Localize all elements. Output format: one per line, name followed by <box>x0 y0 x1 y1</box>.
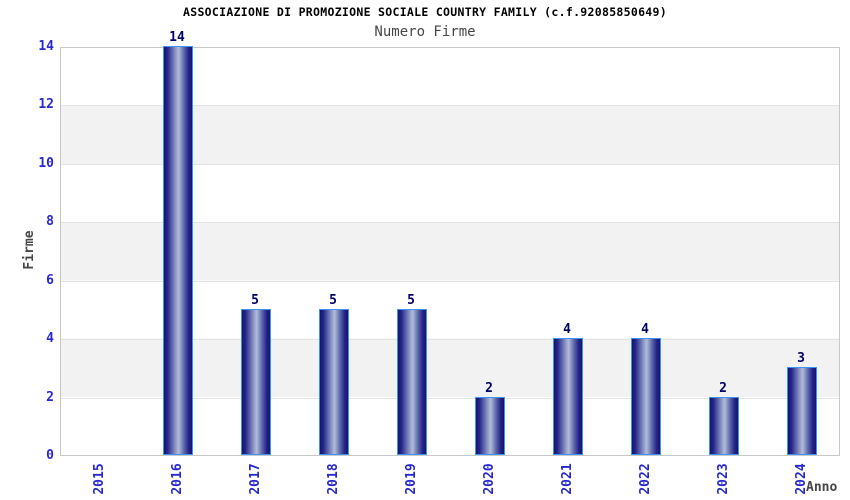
y-tick-label-2: 2 <box>46 389 54 405</box>
x-tick-label-2017: 2017 <box>247 463 263 495</box>
gridline-y-2 <box>61 397 839 399</box>
bar-value-label-2024: 3 <box>797 351 805 367</box>
y-tick-label-4: 4 <box>46 331 54 347</box>
x-tick-label-2020: 2020 <box>481 463 497 495</box>
bar-value-label-2017: 5 <box>251 292 259 308</box>
bar-2021 <box>553 338 583 455</box>
x-tick-label-2016: 2016 <box>169 463 185 495</box>
bar-value-label-2023: 2 <box>719 380 727 396</box>
gridline-y-12 <box>61 105 839 107</box>
bar-2017 <box>241 308 271 455</box>
bar-value-label-2022: 4 <box>641 322 649 338</box>
gridline-y-6 <box>61 280 839 282</box>
bar-2018 <box>319 308 349 455</box>
y-tick-label-8: 8 <box>46 214 54 230</box>
x-tick-label-2022: 2022 <box>637 463 653 495</box>
bar-2023 <box>709 396 739 455</box>
bar-2019 <box>397 308 427 455</box>
y-axis-title: Firme <box>21 230 37 270</box>
bar-value-label-2019: 5 <box>407 292 415 308</box>
x-tick-label-2021: 2021 <box>559 463 575 495</box>
x-tick-label-2015: 2015 <box>91 463 107 495</box>
bar-2024 <box>787 367 817 455</box>
bar-value-label-2020: 2 <box>485 380 493 396</box>
x-tick-label-2024: 2024 <box>793 463 809 495</box>
bar-2020 <box>475 396 505 455</box>
x-tick-label-2019: 2019 <box>403 463 419 495</box>
x-tick-label-2023: 2023 <box>715 463 731 495</box>
gridline-y-8 <box>61 222 839 224</box>
bar-value-label-2016: 14 <box>169 30 185 45</box>
gridline-y-10 <box>61 163 839 165</box>
y-tick-label-0: 0 <box>46 448 54 463</box>
y-tick-label-14: 14 <box>38 39 54 54</box>
x-axis-title: Anno <box>806 480 838 495</box>
gridline-y-4 <box>61 339 839 341</box>
chart-subtitle: Numero Firme <box>374 24 476 40</box>
bar-2016 <box>163 46 193 455</box>
y-tick-label-12: 12 <box>38 97 54 113</box>
y-tick-label-10: 10 <box>38 155 54 171</box>
bar-value-label-2018: 5 <box>329 292 337 308</box>
plot-area <box>60 46 840 456</box>
chart-title: ASSOCIAZIONE DI PROMOZIONE SOCIALE COUNT… <box>183 5 667 19</box>
bar-value-label-2021: 4 <box>563 322 571 338</box>
x-tick-label-2018: 2018 <box>325 463 341 495</box>
bar-2022 <box>631 338 661 455</box>
y-tick-label-6: 6 <box>46 272 54 288</box>
